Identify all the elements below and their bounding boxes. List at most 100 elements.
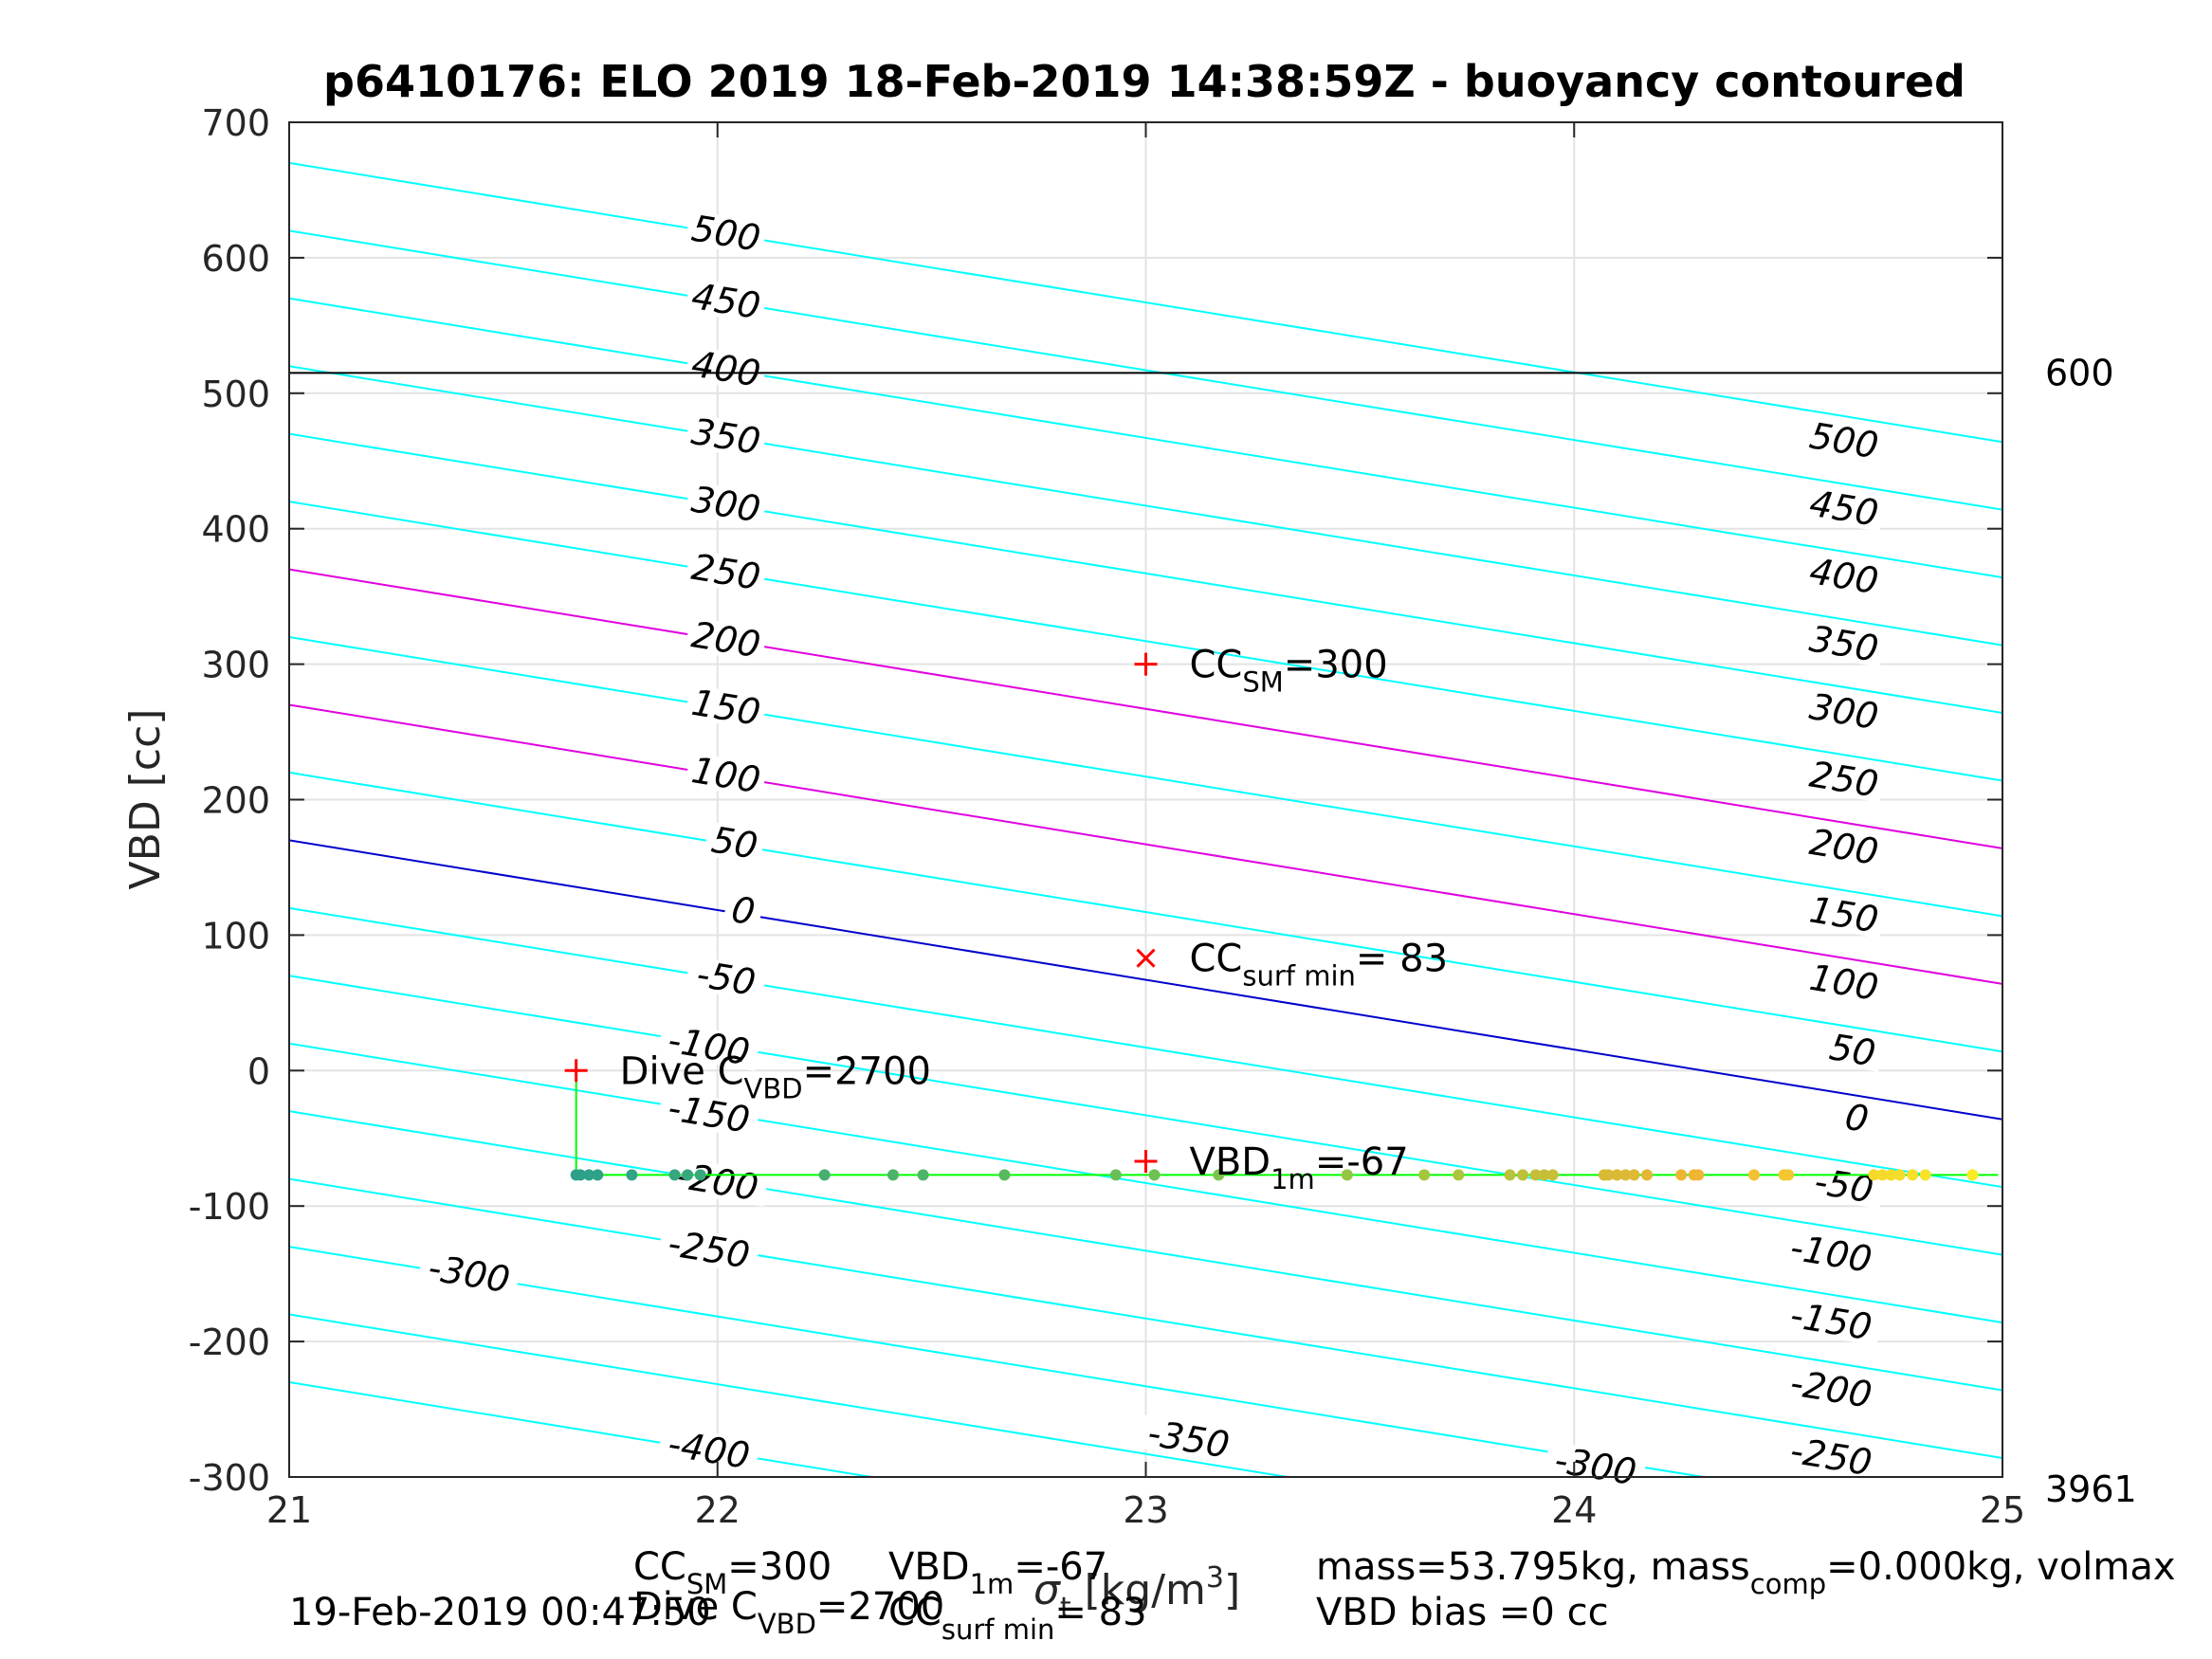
density-point	[626, 1169, 638, 1181]
plus-marker	[1134, 1150, 1158, 1174]
contour-line	[289, 1110, 2002, 1392]
footer-line2-item: CCsurf min= 83	[888, 1591, 1147, 1646]
contour-label-text: 400	[1807, 550, 1882, 602]
contour-label-text: 250	[688, 546, 763, 598]
contour-label: 350	[1802, 618, 1886, 670]
x-tick-label: 23	[1123, 1489, 1168, 1531]
contour-label-text: 300	[688, 478, 763, 530]
footer-line1-item: mass=53.795kg, masscomp=0.000kg, volmax	[1316, 1545, 2176, 1600]
contour-label: 500	[685, 208, 768, 260]
contour-label: 350	[685, 410, 768, 463]
contour-label-text: -100	[1787, 1227, 1874, 1281]
contour-label-text: -50	[1812, 1160, 1876, 1211]
density-point	[1619, 1169, 1632, 1181]
marker-label: Dive CVBD=2700	[620, 1049, 931, 1104]
contour-label: -250	[1780, 1430, 1883, 1484]
y-tick-label: 700	[201, 102, 270, 144]
contour-label: 150	[1802, 888, 1886, 941]
contour-line	[289, 1380, 878, 1477]
footer-vbd-bias: VBD bias =0 cc	[1316, 1591, 1609, 1634]
contour-label: -400	[657, 1423, 760, 1477]
contour-label: 0	[1836, 1096, 1878, 1140]
y-tick-label: 300	[201, 645, 270, 686]
density-point	[1628, 1169, 1640, 1181]
contour-line	[289, 1313, 1293, 1477]
footer-line1-item: CCSM=300	[633, 1545, 832, 1600]
density-point	[1868, 1169, 1880, 1181]
density-point	[575, 1169, 587, 1181]
contour-label: 100	[685, 749, 768, 801]
x-tick-label: 24	[1551, 1489, 1597, 1531]
x-tick-label: 21	[266, 1489, 312, 1531]
density-point	[1504, 1169, 1516, 1181]
density-point	[1453, 1169, 1465, 1181]
contour-line	[289, 906, 2002, 1189]
y-tick-label: 100	[201, 915, 270, 957]
contour-label-text: 350	[688, 410, 763, 463]
contour-label: 300	[685, 478, 768, 531]
contour-label-text: 500	[1807, 414, 1882, 466]
contour-line	[289, 161, 2002, 444]
density-point	[917, 1169, 929, 1181]
contour-label-text: 400	[688, 343, 763, 395]
contour-label: 450	[685, 275, 768, 327]
density-point	[1675, 1169, 1688, 1181]
contour-label-text: -200	[674, 1155, 761, 1209]
contour-label-text: 250	[1807, 754, 1882, 806]
contour-line	[289, 703, 2002, 985]
contour-label: 250	[1802, 754, 1886, 806]
density-point	[1876, 1169, 1889, 1181]
density-point	[1893, 1169, 1906, 1181]
density-point	[1602, 1169, 1615, 1181]
contour-label: 250	[685, 546, 768, 598]
density-point	[1966, 1169, 1979, 1181]
density-point	[1148, 1169, 1161, 1181]
contour-label: 50	[704, 819, 766, 867]
density-point	[1538, 1169, 1550, 1181]
contour-line	[289, 1246, 1709, 1477]
contour-line	[289, 839, 2002, 1121]
contour-label-text: 100	[688, 749, 763, 801]
x-axis-label-text: σt [kg/m3]	[1033, 1561, 1240, 1625]
contour-label-text: -250	[1787, 1430, 1874, 1484]
reference-lines: 600 3961	[289, 352, 2137, 1510]
reference-line-label: 600	[2045, 352, 2114, 393]
corner-label: 3961	[2045, 1468, 2137, 1510]
footer-annotations: CCSM=300 VBD1m=-67 mass=53.795kg, masscomp…	[289, 1545, 2176, 1646]
y-tick-label: 500	[201, 374, 270, 415]
contour-label-text: 200	[1807, 821, 1882, 873]
contour-label: 0	[722, 888, 764, 933]
contour-label-text: 150	[688, 682, 763, 734]
contour-label-text: 450	[1807, 483, 1882, 535]
contour-label-text: 50	[708, 819, 760, 867]
contour-line	[289, 365, 2002, 647]
density-point	[1907, 1169, 1919, 1181]
contour-line	[289, 297, 2002, 579]
axes: 21 22 23 24 25-300-200-100010020030040050060…	[189, 102, 2025, 1531]
x-axis-label: σt [kg/m3]	[1033, 1561, 1240, 1625]
buoyancy-contours	[289, 161, 2002, 1477]
contour-label-text: -300	[1552, 1439, 1639, 1493]
contour-label: -300	[417, 1247, 521, 1301]
plus-marker	[564, 1059, 588, 1083]
y-tick-label: -300	[189, 1457, 270, 1499]
contour-label-text: 50	[1826, 1026, 1878, 1074]
density-point	[1109, 1169, 1122, 1181]
contour-line	[289, 771, 2002, 1053]
y-tick-label: -100	[189, 1186, 270, 1228]
density-point	[1418, 1169, 1431, 1181]
contour-line	[289, 568, 2002, 849]
density-point	[668, 1169, 681, 1181]
density-point	[694, 1169, 706, 1181]
density-point	[1611, 1169, 1623, 1181]
density-point	[1213, 1169, 1225, 1181]
contour-label: 200	[685, 613, 768, 665]
marker-label: CCsurf min= 83	[1190, 938, 1449, 993]
contour-label: -200	[666, 1155, 769, 1209]
marker-label: CCSM=300	[1190, 644, 1388, 699]
y-tick-label: 0	[247, 1050, 270, 1092]
marker-label: VBD1m=-67	[1190, 1140, 1409, 1195]
contour-label: -300	[1544, 1439, 1648, 1493]
density-point	[583, 1169, 595, 1181]
